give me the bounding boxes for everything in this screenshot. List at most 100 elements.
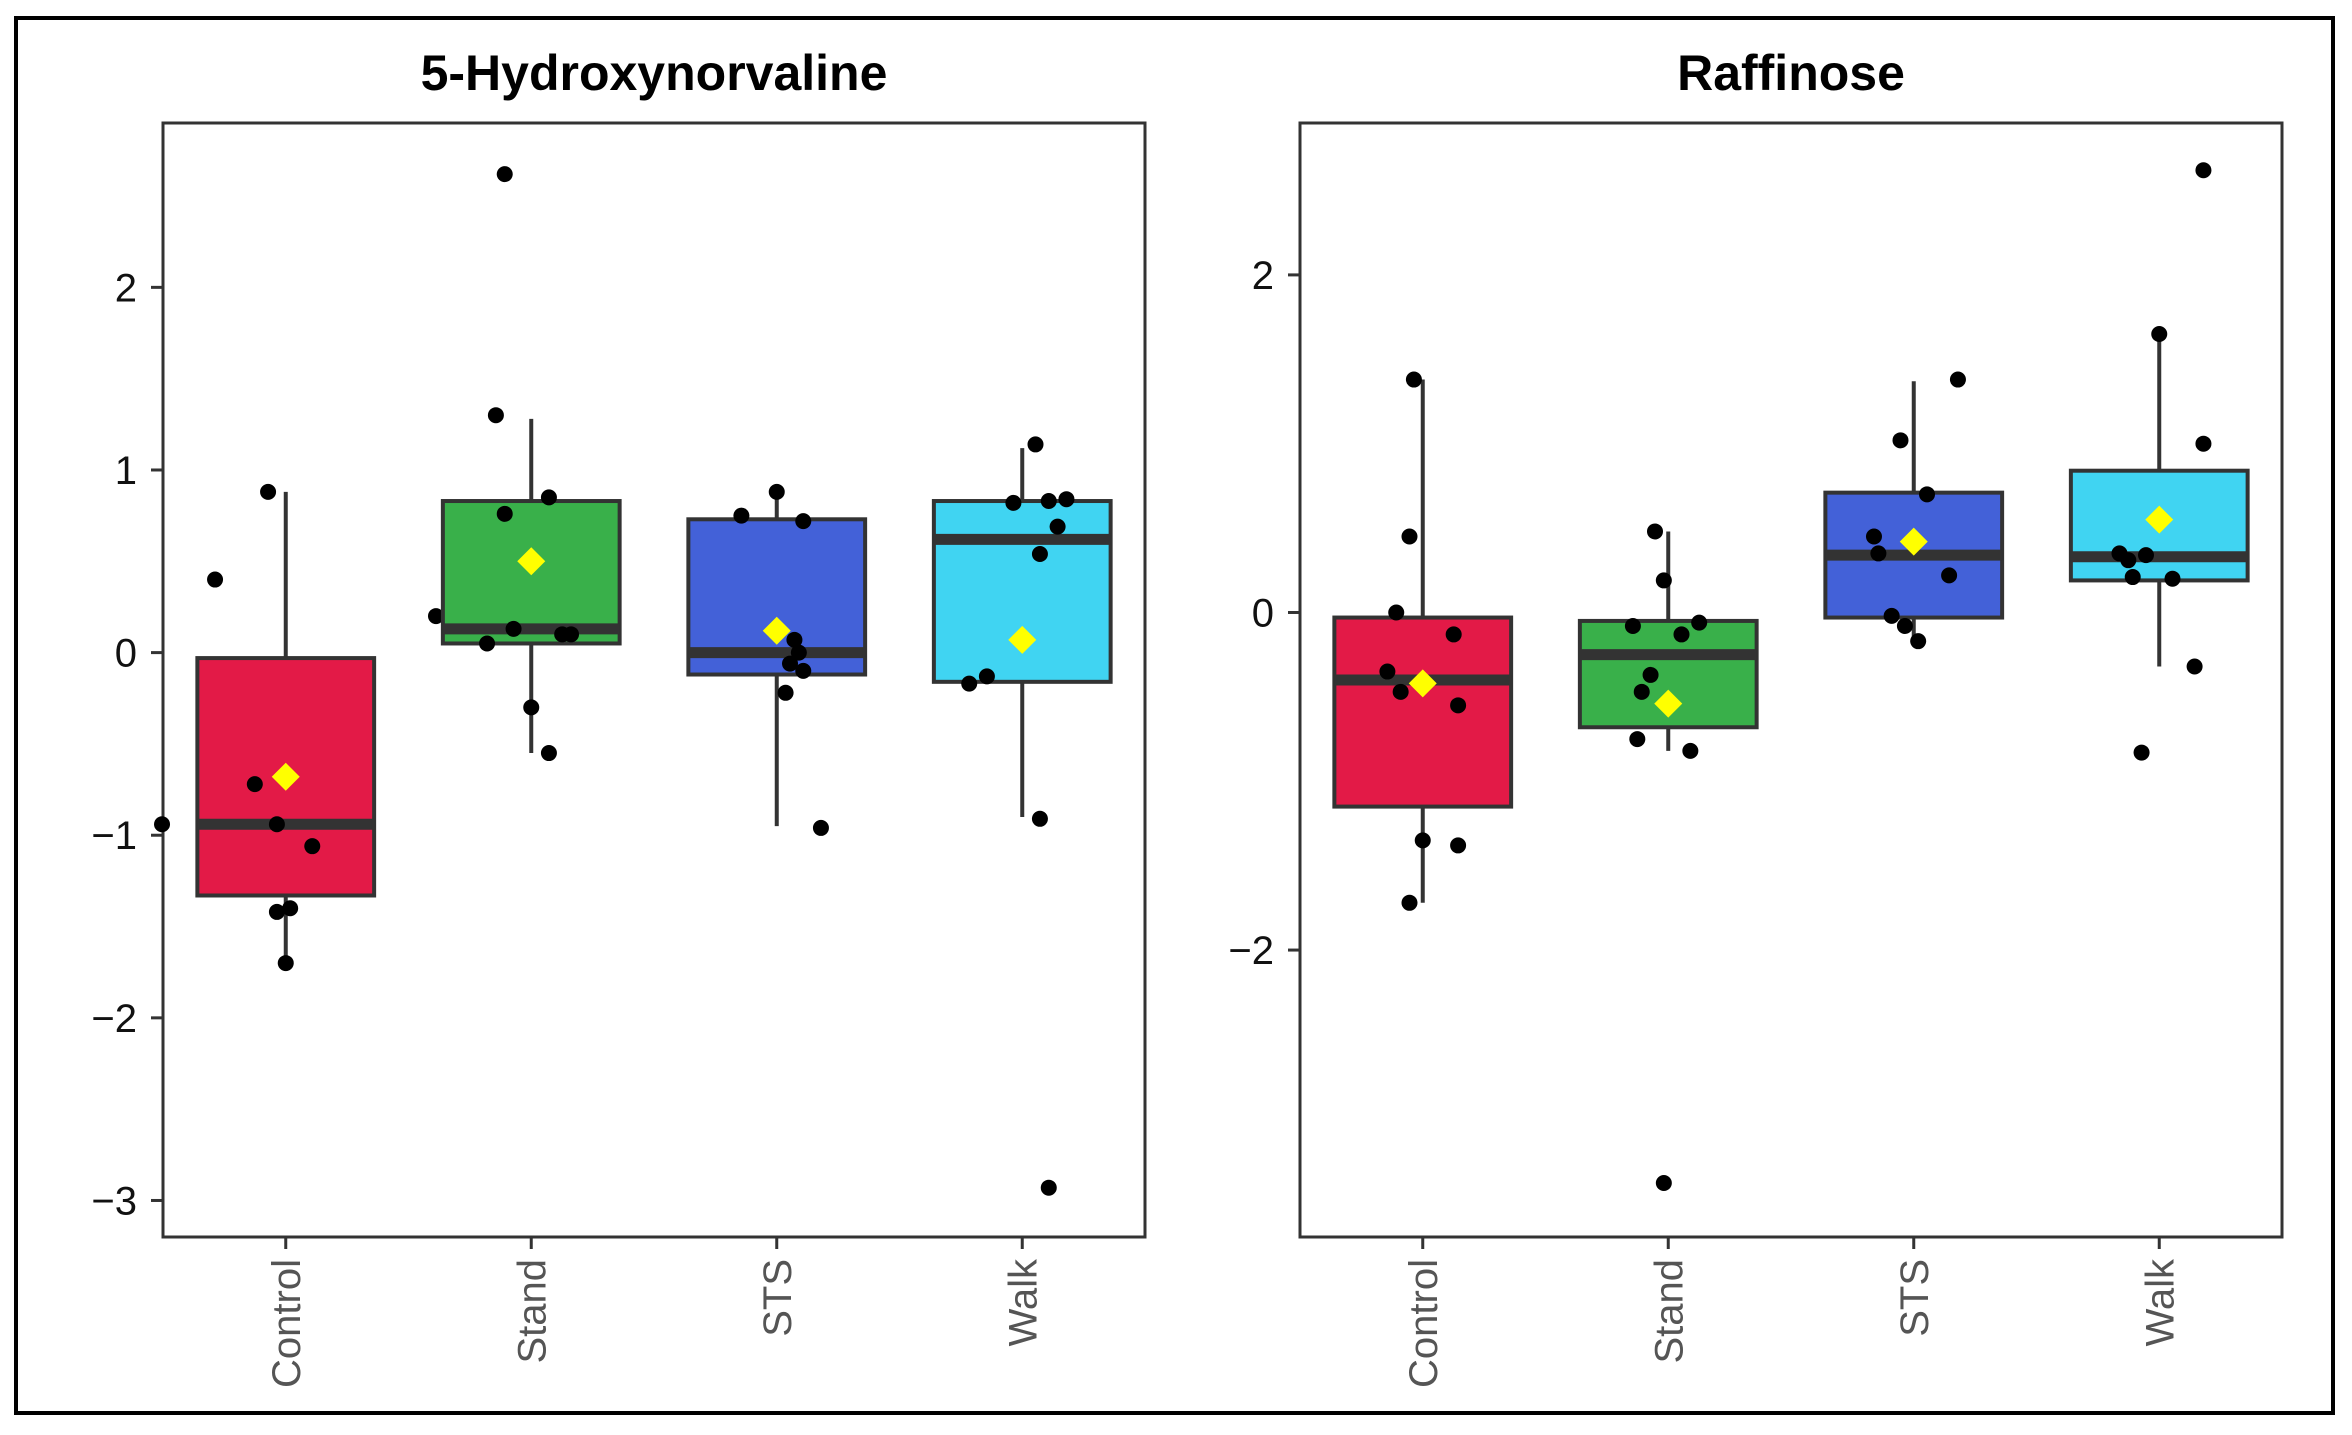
mean-marker <box>762 616 791 645</box>
data-point <box>523 699 540 716</box>
data-point <box>2195 435 2212 452</box>
chart-panel-2: Raffinose 2 0 −2 Control Stand STS Walk <box>1228 45 2284 1388</box>
data-point <box>2137 547 2154 564</box>
y-tick-label: 0 <box>1252 591 1274 635</box>
x-tick-label: Control <box>265 1259 309 1388</box>
mean-marker <box>1408 669 1437 698</box>
mean-marker <box>1008 625 1037 654</box>
y-tick-label: −2 <box>91 997 137 1041</box>
data-point <box>978 668 995 685</box>
data-point <box>154 816 171 833</box>
figure-border <box>14 16 2335 1415</box>
data-point <box>1949 371 1966 388</box>
mean-marker <box>517 547 546 576</box>
box-group-sts: STS <box>1823 371 2005 1337</box>
data-point <box>1031 545 1048 562</box>
data-point <box>786 631 803 648</box>
chart-panel-1: 5-Hydroxynorvaline 2 1 0 −1 −2 −3 Control Stand S… <box>91 45 1147 1388</box>
box-group-walk: Walk <box>2068 162 2250 1346</box>
data-point <box>1883 607 1900 624</box>
data-point <box>1392 683 1409 700</box>
data-point <box>1414 832 1431 849</box>
data-point <box>1401 894 1418 911</box>
data-point <box>1646 523 1663 540</box>
chart-title: Raffinose <box>1677 45 1905 101</box>
data-point <box>1896 617 1913 634</box>
data-point <box>479 635 496 652</box>
data-point <box>1049 518 1066 535</box>
data-point <box>2164 570 2181 587</box>
box-group-stand: Stand <box>1577 523 1759 1364</box>
mean-marker <box>271 762 300 791</box>
data-point <box>1379 663 1396 680</box>
data-point <box>1633 683 1650 700</box>
data-point <box>268 816 285 833</box>
y-tick-label: −2 <box>1228 929 1274 973</box>
data-point <box>304 838 321 855</box>
data-point <box>1655 1174 1672 1191</box>
data-point <box>1892 432 1909 449</box>
box-stand <box>440 499 622 646</box>
data-point <box>1910 633 1927 650</box>
box-walk <box>931 499 1113 684</box>
data-point <box>563 626 580 643</box>
data-point <box>496 166 513 183</box>
mean-marker <box>1654 689 1683 718</box>
data-point <box>2186 658 2203 675</box>
x-tick-label: Stand <box>510 1259 554 1364</box>
data-point <box>282 900 299 917</box>
box-group-control: Control <box>1332 371 1514 1388</box>
data-point <box>768 483 785 500</box>
data-point <box>505 620 522 637</box>
data-point <box>268 903 285 920</box>
data-point <box>1624 617 1641 634</box>
data-point <box>795 513 812 530</box>
data-point <box>1040 493 1057 510</box>
data-point <box>1445 626 1462 643</box>
data-point <box>1405 371 1422 388</box>
mean-marker <box>1899 527 1928 556</box>
x-tick-label: STS <box>1893 1259 1937 1337</box>
data-point <box>496 505 513 522</box>
data-point <box>795 662 812 679</box>
data-point <box>487 407 504 424</box>
data-point <box>1941 567 1958 584</box>
panels: 5-Hydroxynorvaline 2 1 0 −1 −2 −3 Control Stand S… <box>91 45 2284 1388</box>
data-point <box>1673 626 1690 643</box>
data-point <box>2151 325 2168 342</box>
data-point <box>277 955 294 972</box>
data-point <box>782 655 799 672</box>
data-point <box>2133 744 2150 761</box>
data-point <box>1005 494 1022 511</box>
data-point <box>1450 837 1467 854</box>
data-point <box>961 675 978 692</box>
y-tick-label: 0 <box>115 632 137 676</box>
y-tick-label: 2 <box>115 266 137 310</box>
data-point <box>1031 810 1048 827</box>
box-group-stand: Stand <box>440 166 622 1364</box>
data-point <box>540 489 557 506</box>
plot-frame <box>1298 121 2284 1239</box>
data-point <box>790 644 807 661</box>
data-point <box>777 684 794 701</box>
data-point <box>540 745 557 762</box>
data-point <box>2120 552 2137 569</box>
data-point <box>1919 486 1936 503</box>
data-point <box>1629 731 1646 748</box>
data-point <box>1401 528 1418 545</box>
y-tick-label: −3 <box>91 1179 137 1223</box>
y-tick-label: −1 <box>91 814 137 858</box>
data-point <box>1865 528 1882 545</box>
y-tick-label: 1 <box>115 449 137 493</box>
data-point <box>1682 742 1699 759</box>
data-point <box>1388 604 1405 621</box>
x-tick-label: Stand <box>1647 1259 1691 1364</box>
chart-title: 5-Hydroxynorvaline <box>421 45 888 101</box>
data-point <box>1450 697 1467 714</box>
x-tick-label: Walk <box>2138 1258 2182 1346</box>
data-point <box>1040 1179 1057 1196</box>
data-point <box>1655 572 1672 589</box>
x-tick-label: Control <box>1402 1259 1446 1388</box>
data-point <box>1027 436 1044 453</box>
